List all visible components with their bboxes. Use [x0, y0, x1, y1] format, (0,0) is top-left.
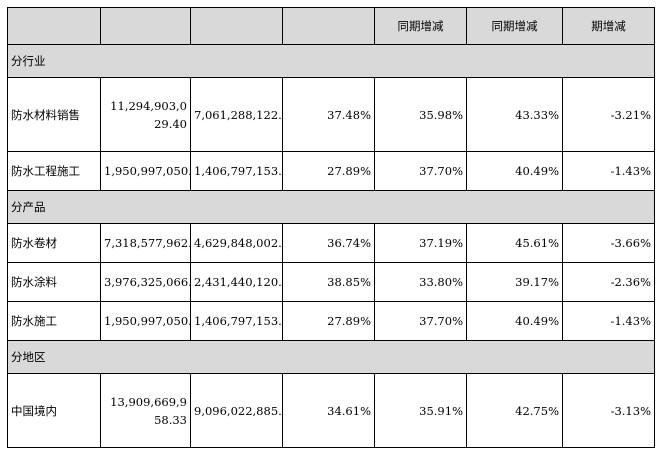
table-row: 防水施工 1,950,997,050.22 1,406,797,153.28 2…: [7, 301, 655, 341]
cell-value: 40.49%: [466, 301, 563, 341]
section-row: 分产品: [7, 190, 655, 224]
cell-value: 4,629,848,002.92: [190, 223, 283, 263]
row-name: 防水涂料: [7, 262, 101, 302]
cell-value: -3.21%: [562, 77, 655, 152]
section-title: 分地区: [7, 340, 655, 374]
header-cell: [190, 7, 283, 45]
section-title: 分产品: [7, 190, 655, 224]
cell-value: -1.43%: [562, 151, 655, 191]
cell-value: 37.70%: [374, 151, 467, 191]
cell-value: -3.66%: [562, 223, 655, 263]
table-row: 防水材料销售 11,294,903,029.40 7,061,288,122.9…: [7, 77, 655, 152]
cell-value: 9,096,022,885.48: [190, 373, 283, 448]
header-cell: 同期增减: [466, 7, 563, 45]
cell-value: 13,909,669,958.33: [100, 373, 191, 448]
cell-value: 36.74%: [282, 223, 375, 263]
data-table: 同期增减 同期增减 期增减 分行业 防水材料销售 11,294,903,029.…: [7, 7, 655, 448]
cell-value: -2.36%: [562, 262, 655, 302]
cell-value: 1,950,997,050.22: [100, 151, 191, 191]
header-cell: [282, 7, 375, 45]
cell-value: 38.85%: [282, 262, 375, 302]
cell-value: -1.43%: [562, 301, 655, 341]
row-name: 防水卷材: [7, 223, 101, 263]
cell-value: 3,976,325,066.84: [100, 262, 191, 302]
cell-value: 1,950,997,050.22: [100, 301, 191, 341]
cell-value: 45.61%: [466, 223, 563, 263]
section-row: 分行业: [7, 44, 655, 78]
cell-value: 27.89%: [282, 301, 375, 341]
row-name: 防水工程施工: [7, 151, 101, 191]
row-name: 防水材料销售: [7, 77, 101, 152]
table-row: 防水卷材 7,318,577,962.57 4,629,848,002.92 3…: [7, 223, 655, 263]
header-cell: [100, 7, 191, 45]
section-title: 分行业: [7, 44, 655, 78]
row-name: 防水施工: [7, 301, 101, 341]
header-cell: 同期增减: [374, 7, 467, 45]
cell-value: 1,406,797,153.28: [190, 151, 283, 191]
table-row: 中国境内 13,909,669,958.33 9,096,022,885.48 …: [7, 373, 655, 448]
cell-value: 33.80%: [374, 262, 467, 302]
cell-value: 42.75%: [466, 373, 563, 448]
cell-value: 34.61%: [282, 373, 375, 448]
cell-value: 35.98%: [374, 77, 467, 152]
header-cell: [7, 7, 101, 45]
cell-value: 37.19%: [374, 223, 467, 263]
cell-value: 11,294,903,029.40: [100, 77, 191, 152]
header-row: 同期增减 同期增减 期增减: [7, 7, 655, 45]
cell-value: -3.13%: [562, 373, 655, 448]
cell-value: 37.48%: [282, 77, 375, 152]
cell-value: 40.49%: [466, 151, 563, 191]
cell-value: 37.70%: [374, 301, 467, 341]
header-cell: 期增减: [562, 7, 655, 45]
cell-value: 7,061,288,122.93: [190, 77, 283, 152]
section-row: 分地区: [7, 340, 655, 374]
table-row: 防水涂料 3,976,325,066.84 2,431,440,120.01 3…: [7, 262, 655, 302]
cell-value: 7,318,577,962.57: [100, 223, 191, 263]
cell-value: 2,431,440,120.01: [190, 262, 283, 302]
cell-value: 1,406,797,153.28: [190, 301, 283, 341]
cell-value: 39.17%: [466, 262, 563, 302]
cell-value: 35.91%: [374, 373, 467, 448]
cell-value: 43.33%: [466, 77, 563, 152]
table-row: 防水工程施工 1,950,997,050.22 1,406,797,153.28…: [7, 151, 655, 191]
cell-value: 27.89%: [282, 151, 375, 191]
row-name: 中国境内: [7, 373, 101, 448]
